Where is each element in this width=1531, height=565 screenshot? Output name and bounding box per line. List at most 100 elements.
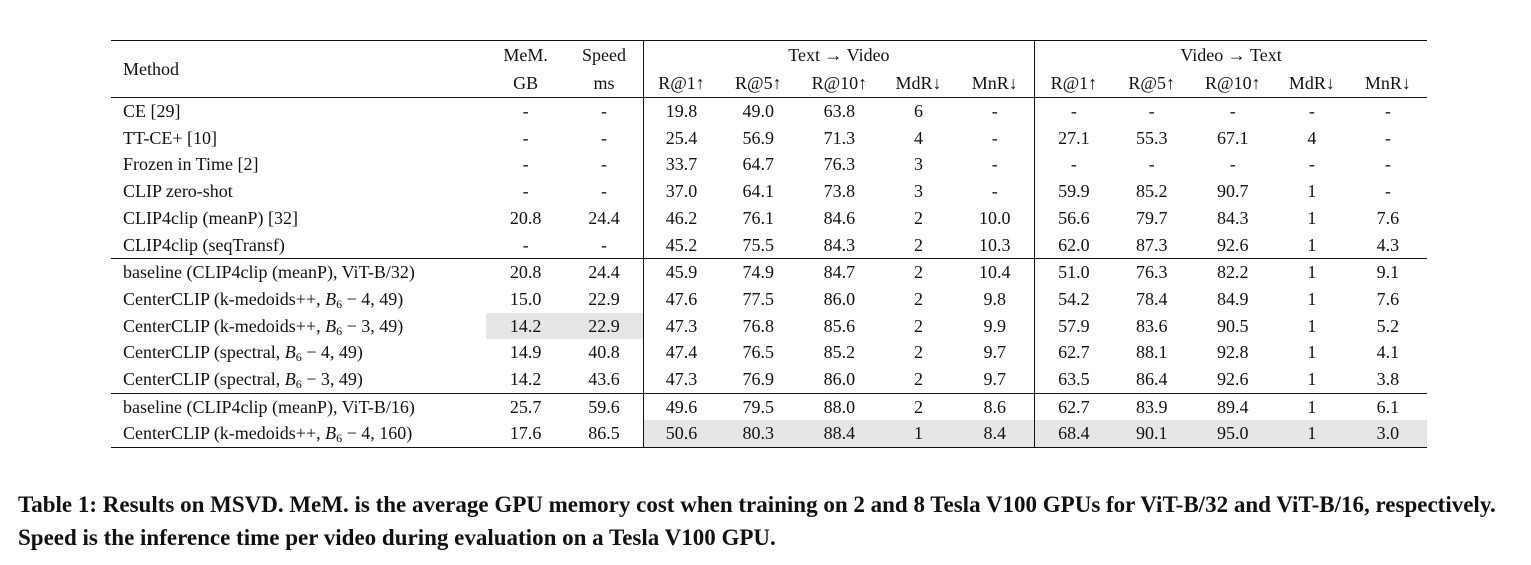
header-t2v-r5: R@5↑ (735, 73, 782, 93)
table-cell: - (1112, 96, 1191, 125)
header-method: Method (111, 40, 487, 98)
table-cell: - (522, 234, 529, 255)
table-cell: 15.0 (509, 288, 542, 309)
table-cell: 74.9 (719, 258, 798, 286)
table-cell: 3 (913, 181, 923, 202)
table-cell: 51.0 (1034, 258, 1113, 286)
table-cell: 76.9 (742, 369, 775, 390)
table-cell: 20.8 (509, 207, 542, 228)
header-video-to-text: Video → Text (1034, 40, 1427, 69)
table-cell: 9.1 (1348, 258, 1427, 286)
table-row: CLIP zero-shot - - 37.0 64.1 73.8 3 - 59.9 85.2 90… (111, 178, 1427, 205)
table-cell: 55.3 (1135, 127, 1168, 148)
table-cell: 67.1 (1217, 127, 1249, 148)
table-cell: 84.3 (1217, 207, 1249, 228)
table-cell: 2 (913, 369, 923, 390)
table-cell: 2 (913, 207, 923, 228)
header-mem-top: MeM. (486, 40, 566, 69)
table-row: CenterCLIP (spectral, B6 − 3, 49) 14.2 43.… (111, 366, 1427, 394)
table-cell: 76.8 (742, 315, 775, 336)
table-cell: 92.6 (1217, 234, 1249, 255)
table-cell: 9.7 (983, 369, 1007, 390)
table-row: CLIP4clip (meanP) [32] 20.8 24.4 46.2 76.1 84… (111, 204, 1427, 232)
table-cell: 56.6 (1034, 204, 1113, 232)
table-cell: 22.9 (565, 312, 644, 340)
table-cell: 57.9 (1034, 312, 1113, 340)
table-cell: 6.1 (1348, 392, 1427, 421)
table-cell: 47.4 (642, 339, 720, 367)
table-cell: 1 (1307, 181, 1317, 202)
method-symbol: B (284, 369, 296, 390)
table-cell: 59.9 (1034, 178, 1113, 205)
table-cell: 2 (913, 342, 923, 363)
table-cell: - (600, 234, 607, 255)
table-cell: - (600, 154, 607, 175)
header-v2t-mdr: MdR↓ (1288, 73, 1335, 93)
table-cell: - (1034, 96, 1113, 125)
table-row: CenterCLIP (spectral, B6 − 4, 49) 14.9 40.… (111, 339, 1427, 367)
table-row: baseline (CLIP4clip (meanP), ViT-B/32) 20… (111, 258, 1427, 286)
table-cell: 14.2 (486, 312, 566, 340)
table-cell: 73.8 (823, 181, 856, 202)
table-cell: 84.9 (1217, 288, 1249, 309)
table-cell: 90.7 (1217, 181, 1249, 202)
header-text-to-video: Text → Video (642, 40, 1035, 69)
table-cell: 84.6 (823, 207, 856, 228)
header-row-top: Method MeM. Speed Text → Video Video → T… (111, 40, 1427, 98)
table-cell: 1 (1307, 234, 1317, 255)
header-t2v-r1: R@1↑ (642, 69, 720, 98)
table-cell: 47.3 (642, 366, 720, 394)
table-cell: - (1274, 96, 1349, 125)
method-suffix: − 4, 160) (342, 423, 413, 444)
table-cell: - (1384, 181, 1391, 202)
table-cell: 24.4 (588, 207, 620, 228)
table-cell: - (522, 127, 529, 148)
results-table-container: Method MeM. Speed Text → Video Video → T… (111, 40, 1427, 449)
table-cell: - (522, 181, 529, 202)
table-cell: 56.9 (742, 127, 775, 148)
results-table-body: CE [29] - -19.8 49.0 63.8 6- - - - - - TT-CE+ [10] -… (111, 96, 1427, 449)
table-cell: - (1308, 154, 1315, 175)
table-cell: 2 (913, 315, 923, 336)
table-cell: 62.7 (1034, 339, 1113, 367)
method-prefix: CenterCLIP (k-medoids++, (123, 423, 326, 444)
table-cell: - (1348, 96, 1427, 125)
table-row: baseline (CLIP4clip (meanP), ViT-B/16) 25… (111, 392, 1427, 421)
table-cell: - (991, 181, 998, 202)
table-cell: 1 (1274, 420, 1349, 449)
table-cell: 63.5 (1034, 366, 1113, 394)
header-t2v-mdr: MdR↓ (895, 73, 942, 93)
table-row: CE [29] - -19.8 49.0 63.8 6- - - - - - (111, 96, 1427, 125)
table-cell: 33.7 (642, 151, 720, 179)
table-cell: 37.0 (642, 178, 720, 205)
table-cell: - (1148, 154, 1155, 175)
table-cell: - (1190, 96, 1275, 125)
table-cell: 24.4 (565, 258, 644, 286)
table-cell: 5.2 (1376, 315, 1400, 336)
table-row: TT-CE+ [10] - - 25.4 56.9 71.3 4 - 27.1 55.3 67.1 4… (111, 124, 1427, 152)
table-cell: 19.8 (642, 96, 720, 125)
row-method: CLIP zero-shot (123, 181, 233, 202)
table-cell: 92.8 (1217, 342, 1249, 363)
table-cell: 1 (1307, 207, 1317, 228)
table-cell: 9.9 (983, 315, 1007, 336)
table-cell: 87.3 (1135, 234, 1168, 255)
table-cell: 22.9 (588, 288, 620, 309)
table-cell: 54.2 (1034, 285, 1113, 313)
table-cell: 84.3 (823, 234, 856, 255)
table-cell: 27.1 (1034, 124, 1113, 152)
table-cell: 43.6 (588, 369, 620, 390)
table-cell: 4 (1307, 127, 1317, 148)
table-cell: 95.0 (1190, 420, 1275, 449)
table-cell: - (1229, 154, 1236, 175)
table-cell: 9.8 (983, 288, 1007, 309)
row-method: CenterCLIP (k-medoids++, B6 − 3, 49) (111, 313, 486, 340)
table-cell: 25.4 (642, 124, 720, 152)
method-subscript: 6 (295, 350, 302, 365)
method-prefix: CenterCLIP (spectral, (123, 369, 285, 390)
table-cell: 47.6 (642, 285, 720, 313)
table-cell: 79.5 (719, 392, 798, 421)
method-subscript: 6 (336, 431, 343, 446)
table-row: CenterCLIP (k-medoids++, B6 − 4, 160) 17.… (111, 420, 1427, 449)
method-symbol: B (325, 423, 337, 444)
